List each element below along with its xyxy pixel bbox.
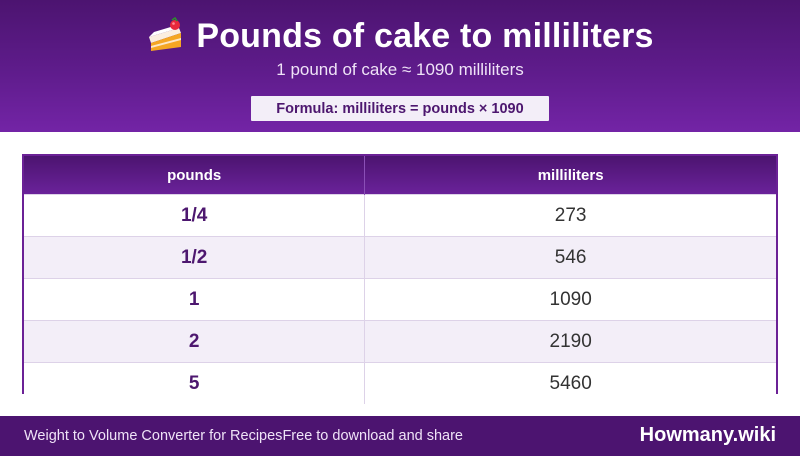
subtitle: 1 pound of cake ≈ 1090 milliliters [276,60,524,79]
pounds-cell: 1 [24,278,366,321]
milliliters-cell: 1090 [364,278,776,321]
conversion-table: pounds milliliters 1/4 273 1/2 546 1 109… [22,154,778,404]
header-banner: Pounds of cake to milliliters 1 pound of… [0,0,800,132]
milliliters-cell: 273 [364,194,776,237]
footer-app-name: Weight to Volume Converter for Recipes [24,428,283,444]
table-row: 1/4 273 [24,194,776,237]
pounds-cell: 1/2 [24,236,366,279]
milliliters-cell: 5460 [364,362,776,404]
footer-tagline: Free to download and share [282,428,464,444]
pounds-cell: 1/4 [24,194,366,237]
table-header-row: pounds milliliters [24,156,776,195]
page-title: Pounds of cake to milliliters [196,16,654,55]
column-header-pounds: pounds [24,156,366,195]
cake-icon [146,16,184,55]
formula-badge: Formula: milliliters = pounds × 1090 [251,96,549,121]
footer-text: Weight to Volume Converter for RecipesFr… [24,428,463,444]
table-row: 1 1090 [24,278,776,321]
table-row: 2 2190 [24,320,776,363]
table-row: 1/2 546 [24,236,776,279]
milliliters-cell: 546 [364,236,776,279]
brand-logo-text[interactable]: Howmany.wiki [639,424,776,446]
pounds-cell: 5 [24,362,366,404]
table-row: 5 5460 [24,362,776,404]
milliliters-cell: 2190 [364,320,776,363]
column-header-milliliters: milliliters [364,156,776,195]
footer-bar: Weight to Volume Converter for RecipesFr… [0,416,800,456]
title-row: Pounds of cake to milliliters [0,12,800,60]
pounds-cell: 2 [24,320,366,363]
